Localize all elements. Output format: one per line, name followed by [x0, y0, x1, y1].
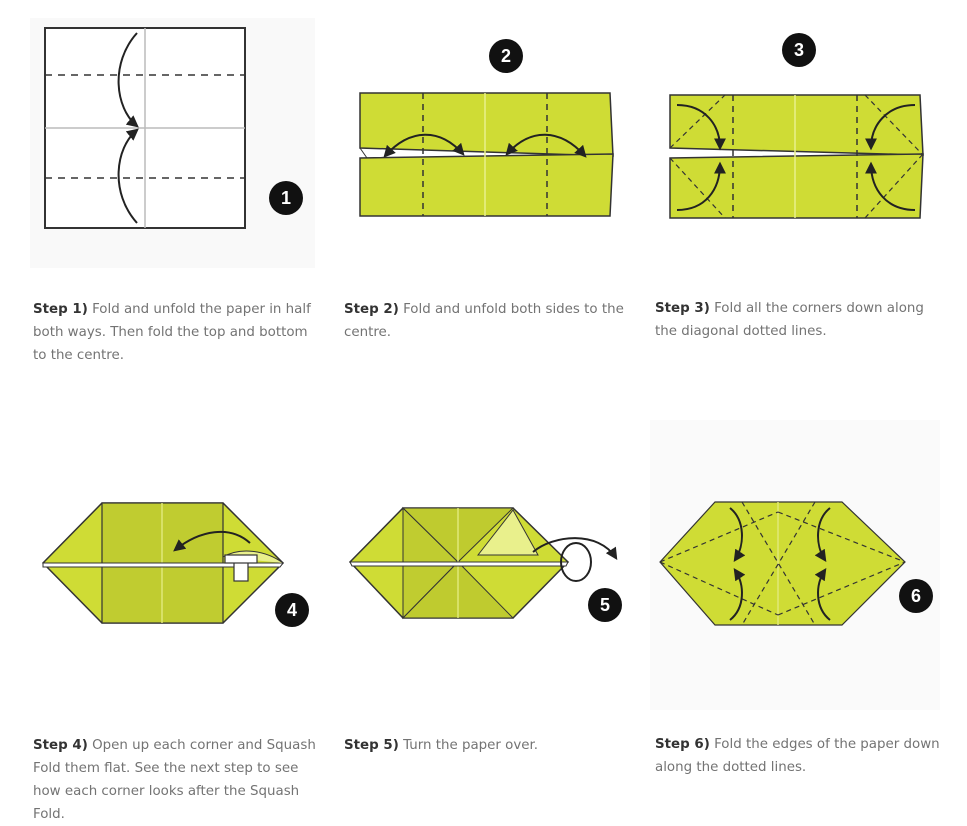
step-2-label: Step 2)	[344, 302, 399, 317]
step-1-diagram	[30, 18, 315, 268]
step-6-edge-fold-illustration	[650, 420, 940, 710]
step-6-badge-number: 6	[911, 586, 921, 606]
step-3-corner-fold-illustration	[669, 94, 924, 219]
step-5-text: Turn the paper over.	[403, 738, 539, 753]
step-6-diagram	[650, 420, 940, 710]
step-3-label: Step 3)	[655, 301, 710, 316]
step-5-turn-over-illustration	[348, 506, 618, 620]
step-3-badge: 3	[781, 32, 817, 68]
step-2-badge-number: 2	[501, 46, 511, 66]
step-6-text: Fold the edges of the paper down along t…	[655, 737, 940, 775]
step-4-text: Open up each corner and Squash Fold them…	[33, 738, 316, 822]
step-3-caption: Step 3) Fold all the corners down along …	[655, 297, 945, 343]
step-4-squash-fold-illustration	[41, 502, 285, 624]
step-3-badge-number: 3	[794, 40, 804, 60]
step-1-label: Step 1)	[33, 302, 88, 317]
step-4-badge: 4	[274, 592, 310, 628]
step-6-caption: Step 6) Fold the edges of the paper down…	[655, 733, 945, 779]
step-3-text: Fold all the corners down along the diag…	[655, 301, 924, 339]
step-2-caption: Step 2) Fold and unfold both sides to th…	[344, 298, 634, 344]
step-5-caption: Step 5) Turn the paper over.	[344, 734, 634, 757]
step-4-label: Step 4)	[33, 738, 88, 753]
step-3-diagram	[665, 90, 927, 225]
step-2-diagram	[355, 88, 615, 223]
step-4-diagram	[40, 495, 290, 630]
step-6-badge: 6	[898, 578, 934, 614]
step-1-badge-number: 1	[281, 188, 291, 208]
step-1-text: Fold and unfold the paper in half both w…	[33, 302, 311, 363]
step-5-badge-number: 5	[600, 595, 610, 615]
step-1-badge: 1	[268, 180, 304, 216]
step-4-badge-number: 4	[287, 600, 297, 620]
step-1-square-paper-illustration	[30, 18, 315, 268]
step-4-caption: Step 4) Open up each corner and Squash F…	[33, 734, 323, 826]
step-2-text: Fold and unfold both sides to the centre…	[344, 302, 624, 340]
step-5-diagram	[348, 500, 628, 625]
step-5-label: Step 5)	[344, 738, 399, 753]
step-1-caption: Step 1) Fold and unfold the paper in hal…	[33, 298, 323, 367]
step-5-badge: 5	[587, 587, 623, 623]
step-2-badge: 2	[488, 38, 524, 74]
step-2-folded-paper-illustration	[359, 92, 614, 217]
step-6-label: Step 6)	[655, 737, 710, 752]
